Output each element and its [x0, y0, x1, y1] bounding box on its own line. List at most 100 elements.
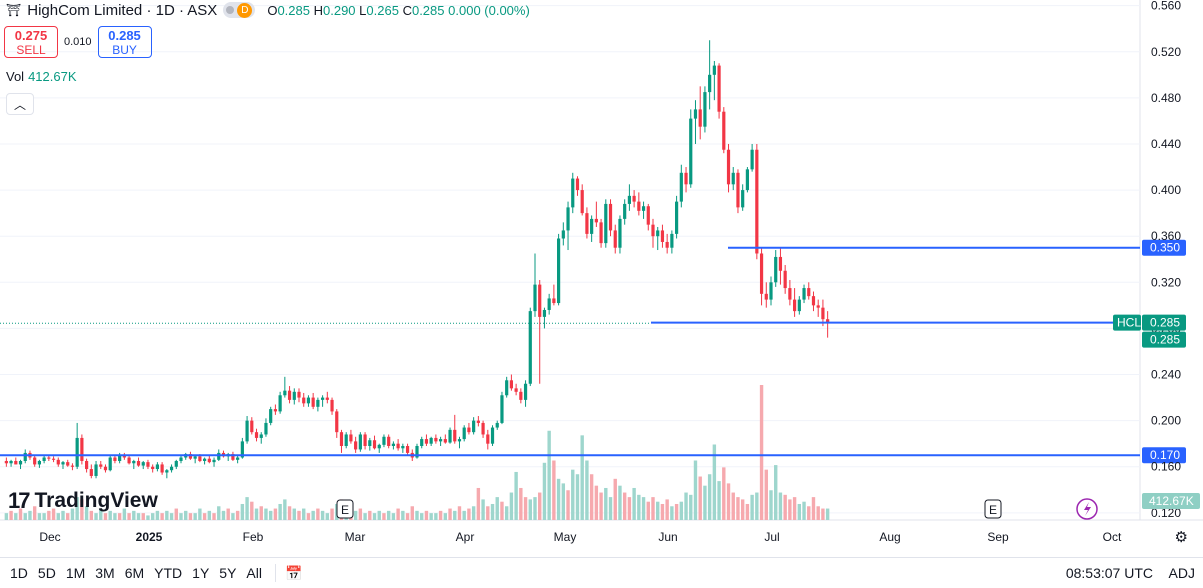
candle-body [306, 397, 311, 404]
volume-bar [264, 508, 268, 520]
candle-body [146, 462, 150, 467]
candle-body [472, 420, 476, 433]
volume-bar [486, 506, 490, 520]
buy-button[interactable]: 0.285 BUY [97, 26, 152, 58]
volume-bar [547, 430, 551, 520]
clock-timezone[interactable]: 08:53:07 UTC [1065, 565, 1153, 581]
candle-body [250, 420, 254, 433]
volume-bar [471, 506, 476, 520]
volume-bar [99, 508, 103, 520]
candle-body [665, 241, 669, 248]
candle-body [174, 460, 178, 467]
candles [4, 40, 830, 479]
volume-bar [136, 513, 141, 520]
candle-body [259, 434, 263, 438]
candle-body [264, 422, 268, 435]
candle-body [103, 466, 108, 471]
range-6m[interactable]: 6M [124, 565, 145, 581]
candle-body [51, 458, 56, 460]
grid-lines [0, 0, 1203, 521]
sell-button[interactable]: 0.275 SELL [4, 26, 58, 58]
volume-bar [717, 481, 721, 520]
volume-bar [226, 508, 230, 520]
range-ytd[interactable]: YTD [154, 565, 183, 581]
range-5d[interactable]: 5D [37, 565, 56, 581]
earnings-marker[interactable] [984, 499, 1002, 519]
symbol-logo-icon[interactable]: ⛩ [6, 3, 22, 17]
volume-bar [788, 499, 792, 520]
market-status-pill[interactable]: D [223, 2, 256, 18]
earnings-marker-label: E [989, 503, 997, 517]
candle-body [61, 462, 65, 465]
range-all[interactable]: All [246, 565, 262, 581]
volume-bar [278, 503, 282, 520]
candle-body [136, 460, 141, 466]
volume-bar [184, 510, 188, 520]
candle-body [420, 439, 424, 446]
horizontal-line-price-box [1142, 447, 1186, 464]
time-axis[interactable]: Dec 2025 Feb Mar Apr May Jun Jul Aug Sep Oct [39, 530, 1122, 544]
tradingview-logo[interactable]: 17 TradingView [8, 488, 158, 514]
volume-bar [306, 513, 311, 520]
volume-bar [674, 503, 679, 520]
candle-body [457, 439, 462, 442]
price-axis[interactable]: 0.5600.5200.4800.4400.4000.3600.3200.280… [1113, 0, 1200, 520]
candle-body [519, 391, 523, 400]
horizontal-line-price-box [1142, 239, 1186, 256]
volume-bar [146, 515, 150, 520]
symbol-title[interactable]: HighCom Limited · 1D · ASX [27, 1, 218, 19]
collapse-legend-button[interactable]: ︿ [6, 93, 34, 115]
range-1y[interactable]: 1Y [192, 565, 210, 581]
candle-body [368, 440, 372, 446]
earnings-marker[interactable] [336, 499, 354, 519]
candle-body [637, 201, 641, 211]
toolbar-divider [274, 564, 276, 582]
volume-bar [759, 385, 764, 520]
candle-body [349, 434, 353, 442]
candle-body [99, 464, 103, 467]
horizontal-line-price-label: 0.350 [1150, 241, 1180, 255]
candle-body [245, 420, 249, 442]
candle-body [122, 455, 126, 458]
open-label: O [267, 2, 278, 18]
volume-bar [769, 490, 773, 520]
volume-legend[interactable]: Vol 412.67K [6, 69, 77, 84]
spread-value: 0.010 [64, 36, 92, 48]
volume-last-label: 412.67K [1149, 494, 1194, 508]
horizontal-lines[interactable]: 0.350 0.170 [0, 239, 1186, 464]
volume-bar [330, 508, 334, 520]
volume-bar [533, 497, 537, 520]
range-1m[interactable]: 1M [65, 565, 86, 581]
candle-body [590, 218, 594, 234]
volume-bar [221, 510, 226, 520]
time-tick-label: Mar [345, 530, 366, 544]
candle-body [118, 455, 122, 461]
candle-body [736, 172, 740, 208]
volume-bar [542, 462, 547, 520]
volume-bar [722, 467, 726, 520]
range-3m[interactable]: 3M [95, 565, 115, 581]
candle-body [462, 427, 466, 440]
candle-body [561, 230, 565, 239]
candle-body [505, 380, 509, 396]
volume-bar [783, 494, 787, 520]
candle-body [618, 218, 622, 248]
settings-gear-icon[interactable]: ⚙ [1174, 529, 1188, 546]
time-tick-label: Aug [879, 530, 900, 544]
volume-bar [32, 506, 37, 520]
go-to-date-icon[interactable]: 📅 [285, 564, 303, 581]
volume-bar [585, 460, 589, 520]
candlestick-chart[interactable]: 0.350 0.170 0.560 0.520 0.480 0.440 0.400 0.36… [0, 0, 1203, 557]
volume-bar [18, 508, 23, 520]
volume-bar [566, 490, 570, 520]
volume-bar [377, 510, 381, 520]
range-1d[interactable]: 1D [10, 565, 28, 581]
candle-body [9, 460, 13, 464]
volume-bar [825, 508, 830, 520]
range-5y[interactable]: 5Y [219, 565, 237, 581]
volume-bar [254, 508, 259, 520]
volume-bar [113, 513, 117, 520]
adjust-toggle[interactable]: ADJ [1168, 565, 1195, 581]
candle-body [774, 256, 778, 283]
